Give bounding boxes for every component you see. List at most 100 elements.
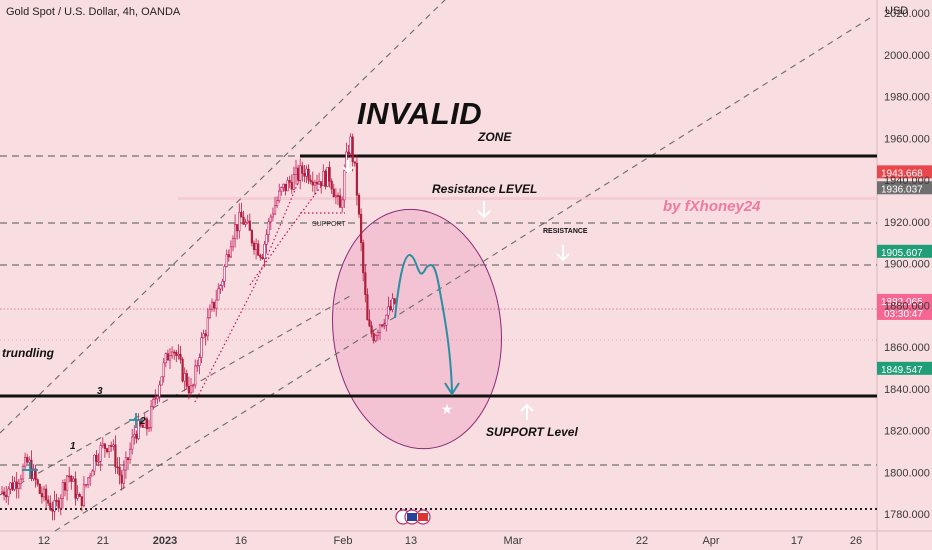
candle-body <box>99 445 102 462</box>
candles <box>0 133 396 521</box>
candle-body <box>225 254 228 267</box>
candle-body <box>349 136 352 155</box>
x-tick-label: Mar <box>504 535 523 547</box>
event-icons[interactable] <box>395 509 431 525</box>
candle-body <box>359 213 363 244</box>
y-tick-label: 1900.000 <box>884 259 930 271</box>
x-tick-label: 26 <box>850 535 862 547</box>
candle-body <box>9 482 12 490</box>
candle-body <box>275 200 279 207</box>
wave-label-1: 1 <box>70 441 76 452</box>
candle-body <box>47 499 50 504</box>
y-tick-label: 1800.000 <box>884 467 930 479</box>
candle-body <box>185 373 188 387</box>
candle-body <box>324 170 327 187</box>
candle-body <box>122 469 125 484</box>
candle-body <box>385 314 388 326</box>
candle-body <box>250 230 254 244</box>
candle-body <box>311 181 314 186</box>
candle-body <box>351 136 354 163</box>
candle-body <box>7 488 10 498</box>
candle-body <box>313 181 317 186</box>
candle-body <box>303 173 306 177</box>
candle-body <box>267 221 270 235</box>
candle-body <box>164 353 167 364</box>
candle-body <box>347 151 350 155</box>
x-tick-label: 2023 <box>153 535 177 547</box>
candle-body <box>124 457 127 471</box>
candle-body <box>280 187 283 192</box>
candle-body <box>341 199 344 208</box>
annotation-arrows <box>342 160 570 420</box>
candle-body <box>252 242 256 250</box>
candle-body <box>87 477 90 485</box>
candle-body <box>282 183 285 188</box>
price-axis[interactable] <box>877 0 932 550</box>
candle-body <box>91 470 94 477</box>
candle-body <box>166 353 170 361</box>
candle-body <box>198 357 201 366</box>
candle-body <box>240 211 243 218</box>
candle-body <box>357 194 361 215</box>
y-tick-label: 1880.000 <box>884 300 930 312</box>
y-tick-label: 2000.000 <box>884 50 930 62</box>
candle-body <box>74 478 77 499</box>
candle-body <box>2 491 6 496</box>
candle-body <box>265 234 268 245</box>
candle-body <box>336 195 340 197</box>
candle-body <box>34 468 37 481</box>
candle-body <box>51 509 54 512</box>
x-tick-label: 17 <box>791 535 803 547</box>
candle-body <box>255 243 258 250</box>
candle-body <box>278 190 281 202</box>
candle-body <box>387 306 390 316</box>
candle-body <box>171 351 174 357</box>
chart-title: Gold Spot / U.S. Dollar, 4h, OANDA <box>6 6 181 18</box>
candle-body <box>204 333 207 337</box>
candle-body <box>63 482 67 491</box>
candle-body <box>21 466 25 480</box>
candle-body <box>66 475 69 491</box>
candle-body <box>168 355 172 361</box>
candle-body <box>370 325 373 334</box>
candle-body <box>248 220 251 231</box>
candle-body <box>181 358 184 382</box>
price-tag-value: 1905.607 <box>881 248 923 259</box>
candle-body <box>150 405 153 428</box>
x-tick-label: Feb <box>334 535 353 547</box>
candle-body <box>269 216 272 223</box>
candle-body <box>353 161 356 164</box>
trundling-label: trundling <box>2 346 54 360</box>
currency-label: USD <box>885 5 909 17</box>
candle-body <box>72 478 75 482</box>
wave-label-3: 3 <box>97 386 103 397</box>
candle-body <box>108 445 111 452</box>
candle-body <box>76 493 79 499</box>
price-tag <box>877 244 932 258</box>
candle-body <box>271 213 275 218</box>
candle-body <box>273 205 277 215</box>
candle-body <box>391 298 394 310</box>
candle-body <box>326 167 329 187</box>
candle-body <box>328 167 331 182</box>
candle-body <box>292 174 296 190</box>
candle-body <box>160 376 163 386</box>
candle-body <box>389 306 392 310</box>
y-tick-label: 2020.000 <box>884 8 930 20</box>
candle-body <box>53 500 56 512</box>
candle-body <box>11 482 14 490</box>
support-small-label: SUPPORT <box>312 221 346 228</box>
candle-body <box>200 337 203 358</box>
candle-body <box>343 170 346 201</box>
candle-body <box>110 445 113 447</box>
y-tick-label: 1980.000 <box>884 92 930 104</box>
candle-body <box>32 468 35 479</box>
candle-body <box>57 500 60 509</box>
projection-arrow-head <box>444 382 460 396</box>
candle-body <box>332 188 335 198</box>
candle-body <box>208 308 212 319</box>
x-tick-label: Apr <box>702 535 719 547</box>
candle-body <box>49 502 52 510</box>
